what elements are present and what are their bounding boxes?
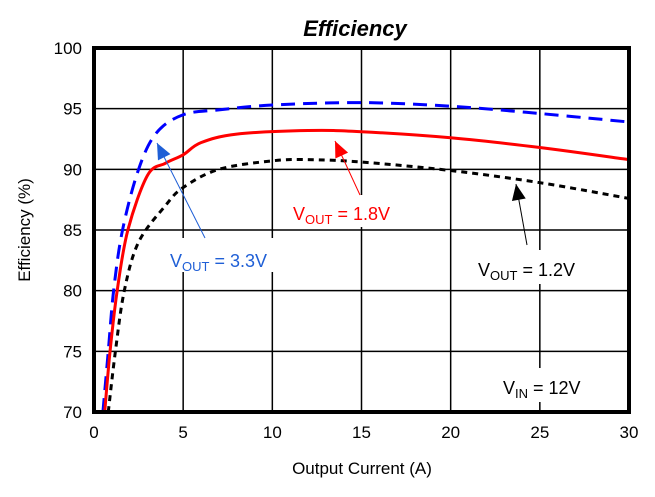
x-tick-label: 10 bbox=[263, 423, 282, 442]
x-tick-label: 15 bbox=[352, 423, 371, 442]
annotations: VOUT = 3.3V VOUT = 1.8V VOUT = 1.2V VIN = 1… bbox=[156, 140, 581, 401]
annotation-arrow bbox=[156, 142, 206, 239]
annotation-label: VIN = 12V bbox=[503, 378, 581, 401]
x-tick-label: 20 bbox=[441, 423, 460, 442]
chart-title: Efficiency bbox=[303, 16, 408, 41]
series-group bbox=[101, 101, 630, 413]
annotation-background bbox=[162, 238, 282, 272]
y-tick-label: 75 bbox=[63, 342, 82, 361]
y-axis-label: Efficiency (%) bbox=[15, 178, 34, 282]
arrowhead-icon bbox=[335, 141, 349, 159]
x-tick-label: 0 bbox=[89, 423, 98, 442]
series-line-1 bbox=[103, 128, 630, 413]
series-line-2 bbox=[106, 157, 630, 413]
arrowhead-icon bbox=[157, 143, 171, 161]
x-tick-label: 5 bbox=[178, 423, 187, 442]
y-tick-label: 100 bbox=[54, 39, 82, 58]
x-axis-label: Output Current (A) bbox=[292, 459, 432, 478]
annotation-label: VOUT = 3.3V bbox=[170, 251, 267, 274]
x-tick-label: 30 bbox=[620, 423, 639, 442]
annotation-background bbox=[285, 195, 407, 227]
y-tick-label: 70 bbox=[63, 403, 82, 422]
tick-labels: 0 5 10 15 20 25 30 70 75 80 85 90 95 100 bbox=[54, 39, 639, 442]
arrowhead-icon bbox=[511, 184, 526, 201]
y-tick-label: 95 bbox=[63, 100, 82, 119]
series-line-0 bbox=[101, 101, 630, 413]
annotation-background bbox=[495, 368, 597, 402]
annotation-background bbox=[468, 250, 593, 284]
y-tick-label: 90 bbox=[63, 160, 82, 179]
annotation-label: VOUT = 1.8V bbox=[293, 204, 390, 227]
y-tick-label: 80 bbox=[63, 282, 82, 301]
plot-frame bbox=[92, 46, 631, 414]
grid bbox=[93, 47, 630, 413]
x-tick-label: 25 bbox=[530, 423, 549, 442]
y-tick-label: 85 bbox=[63, 221, 82, 240]
annotation-label: VOUT = 1.2V bbox=[478, 260, 575, 283]
